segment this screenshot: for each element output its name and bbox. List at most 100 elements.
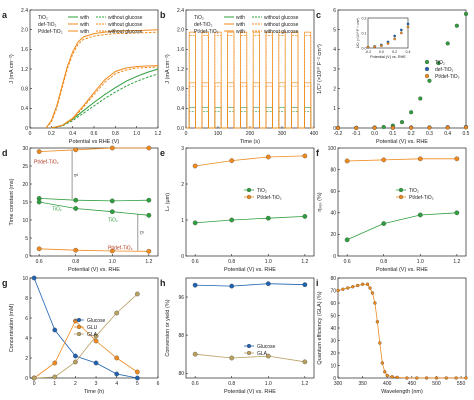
legend-marker-e-1 [246, 194, 252, 200]
legend-label-c-0: TiO₂ [435, 60, 445, 66]
y-tick-label-a-1: 0.4 [21, 106, 28, 112]
data-point-i-0-10 [375, 320, 380, 324]
y-axis-label-a: J (mA cm⁻²) [9, 54, 15, 84]
x-axis-label-g: Time (h) [84, 389, 104, 395]
x-axis-label-e: Potential (V) vs. RHE [224, 267, 276, 273]
x-tick-label-b-0: 0 [185, 131, 188, 137]
data-point-g-2-5 [135, 291, 140, 297]
data-point-g-2-0 [31, 375, 37, 381]
y-tick-label-a-4: 1.6 [21, 47, 28, 53]
y-tick-label-h-2: 96 [178, 295, 184, 301]
panel-a: a 0 0.2 0.4 0.6 0.8 1.0 1.2 0 0.4 0.8 1.2 1.6 2.0 2.4 P… [2, 8, 162, 145]
y-tick-label-f-3: 60 [330, 189, 336, 195]
x-axis-label-c: Potential (V) vs. RHE [376, 139, 428, 145]
y-tick-label-e-0: 0 [181, 254, 184, 260]
x-tick-label-g-2: 2 [74, 381, 77, 387]
label-d-pt-top: Pt/def-TiO₂ [34, 160, 59, 166]
inset-point-1-2 [380, 44, 383, 48]
data-point-i-0-21 [444, 376, 448, 380]
y-tick-label-b-5: 2.0 [177, 27, 184, 33]
data-point-h-1-0 [192, 351, 198, 357]
x-tick-label-c-3: 0.1 [389, 131, 396, 137]
x-tick-label-c-1: -0.1 [352, 131, 361, 137]
panel-letter-i: i [316, 278, 319, 288]
x-tick-label-b-2: 200 [246, 131, 255, 137]
y-tick-label-f-0: 0 [333, 254, 336, 260]
legend-name-a-1: def-TiO₂ [38, 22, 56, 28]
legend-marker-c-2 [424, 73, 430, 79]
legend-name-a-2: Pt/def-TiO₂ [38, 29, 63, 35]
data-point-d-3-0 [36, 246, 42, 252]
y-tick-label-b-2: 0.8 [177, 86, 184, 92]
x-tick-label-d-2: 1.0 [109, 259, 116, 265]
x-tick-label-d-1: 0.8 [72, 259, 79, 265]
data-point-i-0-4 [356, 283, 360, 288]
x-tick-label-a-6: 1.2 [155, 131, 162, 137]
data-point-i-0-13 [383, 370, 387, 374]
data-point-e-0-0 [192, 220, 198, 226]
inset-y-tick-label-1: 0.1 [362, 31, 367, 35]
y-tick-label-b-6: 2.4 [177, 8, 184, 14]
x-tick-label-h-1: 0.8 [228, 381, 235, 387]
series-line-i-0 [337, 283, 466, 379]
label-d-pt-bottom: Pt/def-TiO₂ [108, 245, 133, 251]
legend-marker-g-0 [76, 317, 82, 323]
x-tick-label-a-4: 0.8 [112, 131, 119, 137]
y-tick-label-c-4: 4 [333, 47, 336, 53]
data-point-c-0-3 [399, 120, 405, 125]
y-tick-label-g-4: 8 [25, 296, 28, 302]
data-point-h-0-2 [265, 281, 271, 287]
data-point-g-1-1 [52, 360, 58, 366]
y-tick-label-g-3: 6 [25, 316, 28, 322]
y-axis-label-c: 1/C² (×10¹⁰ F⁻² cm⁴) [316, 44, 323, 94]
data-point-c-0-8 [445, 41, 450, 46]
x-tick-label-c-2: 0.0 [371, 131, 378, 137]
plot-frame-i [337, 277, 467, 379]
y-tick-label-a-3: 1.2 [21, 67, 28, 73]
data-point-d-0-2 [109, 145, 115, 151]
legend-label-h-1: GLA [257, 351, 268, 357]
legend-marker-f-1 [398, 194, 404, 200]
y-tick-label-d-3: 15 [22, 200, 28, 206]
data-point-c-2-5 [427, 125, 432, 130]
legend-marker-h-0 [246, 343, 252, 349]
inset-y-axis-label: 1/C² (×10¹⁰ F⁻² cm⁴) [356, 18, 360, 49]
y-tick-label-f-2: 40 [330, 211, 336, 217]
legend-label-b-1-1: without glucose [264, 22, 299, 28]
y-tick-label-i-2: 20 [330, 351, 336, 357]
legend-marker-c-0 [424, 59, 430, 65]
data-point-i-0-22 [454, 376, 458, 380]
inset-point-0-6 [406, 22, 410, 26]
data-point-i-0-9 [373, 301, 377, 305]
x-tick-label-g-3: 3 [95, 381, 98, 387]
data-point-i-0-7 [368, 286, 372, 290]
legend-name-b-2: Pt/def-TiO₂ [194, 29, 219, 35]
data-point-i-0-12 [380, 361, 384, 365]
x-tick-label-c-6: 0.4 [444, 131, 451, 137]
y-tick-label-h-1: 88 [178, 333, 184, 339]
x-tick-label-f-3: 1.2 [453, 259, 460, 265]
y-tick-label-d-6: 30 [22, 146, 28, 152]
panel-h: h 0.6 0.8 1.0 1.2 80 88 96 Potential (V) vs. RHE… [160, 277, 315, 395]
data-point-e-1-2 [265, 154, 271, 160]
inset-x-axis-label: Potential (V) vs. RHE [370, 55, 406, 59]
y-tick-label-d-2: 10 [22, 218, 28, 224]
data-point-h-1-1 [229, 355, 235, 361]
data-point-i-0-8 [370, 291, 375, 295]
plot-frame-g [29, 277, 159, 379]
data-point-g-2-2 [73, 359, 78, 365]
series-line-g-1 [33, 320, 138, 379]
series-line-g-0 [33, 277, 138, 379]
data-point-e-1-1 [229, 158, 235, 163]
x-tick-label-c-4: 0.2 [408, 131, 415, 137]
series-line-d-1 [39, 198, 149, 202]
y-tick-label-e-1: 1 [181, 218, 184, 224]
panel-letter-b: b [160, 10, 166, 20]
series-line-a-3 [51, 66, 159, 129]
x-tick-label-b-3: 300 [278, 131, 287, 137]
series-line-b-3 [186, 85, 314, 129]
x-tick-label-g-5: 5 [136, 381, 139, 387]
plot-frame-h [185, 277, 315, 379]
x-tick-label-i-5: 550 [457, 381, 466, 387]
